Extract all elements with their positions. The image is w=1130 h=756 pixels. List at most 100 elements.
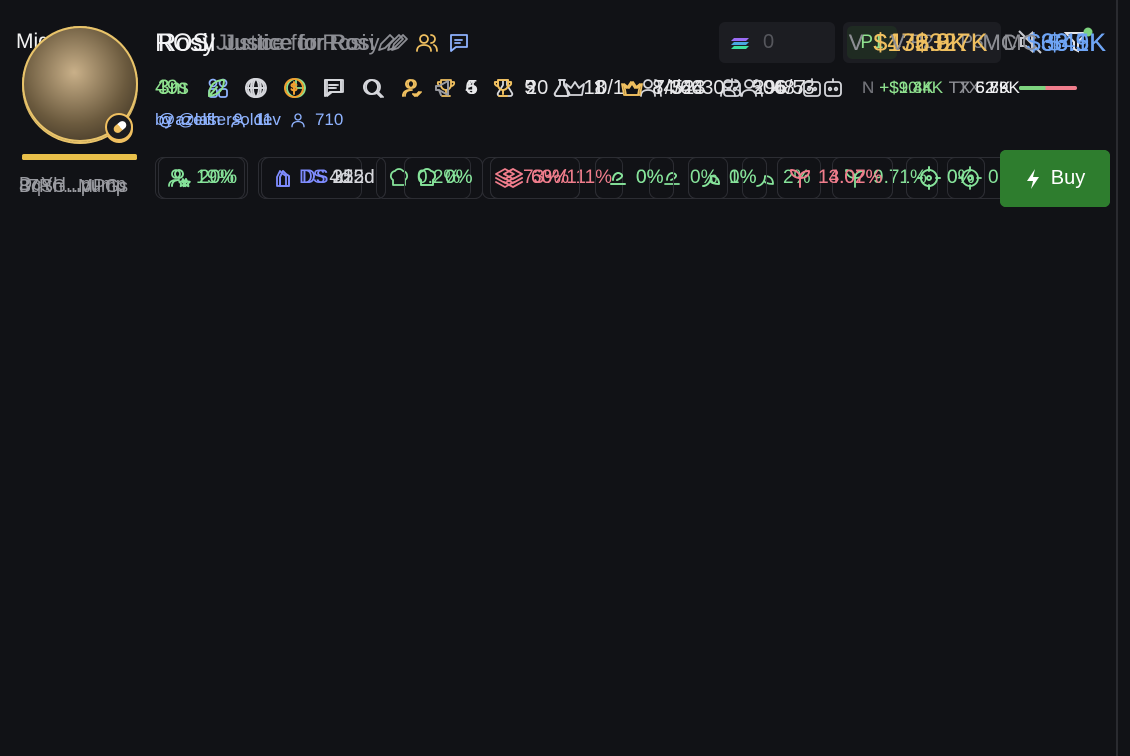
badge-value: 1%: [729, 167, 757, 188]
token-age: 3m: [158, 76, 188, 99]
ds-label: DS: [299, 167, 326, 188]
person-icon: [230, 113, 245, 128]
stat-trophy: 5: [466, 76, 478, 99]
sol-input[interactable]: 0: [719, 22, 835, 63]
filter-button[interactable]: [1063, 26, 1095, 56]
stat-crown: 84/6630: [652, 76, 725, 99]
badge-value: 355d: [332, 167, 375, 188]
stat-trophy: 5: [524, 76, 536, 99]
buy-label: Buy: [1050, 167, 1086, 189]
creator-followers: 11: [254, 110, 273, 129]
stat-flask: 20: [525, 76, 549, 99]
stat-people: 506: [751, 76, 786, 99]
preset-tab[interactable]: P3: [960, 31, 984, 53]
badge-value: 0.2%: [417, 167, 461, 188]
badge-value: 222d: [332, 167, 375, 188]
badge-target: 0%: [906, 157, 986, 199]
token-ticker[interactable]: ROSI: [155, 28, 217, 57]
chef-icon: [279, 170, 290, 187]
preset-tab[interactable]: P2: [910, 31, 934, 53]
token-address[interactable]: 87RG...pump: [19, 176, 127, 196]
bot-icon: [803, 78, 822, 97]
tx-value: 6.7K: [975, 78, 1011, 97]
creator-line: by @lasersoldev 710: [155, 108, 343, 132]
stat-flask: 18: [583, 76, 606, 99]
badge-value: 9.71%: [873, 167, 927, 188]
ds-label: DS: [302, 167, 329, 188]
tx-label: TX: [958, 78, 980, 97]
stat-megaphone: 4: [465, 76, 477, 99]
token-name: Justice for Rosy: [222, 30, 380, 55]
sol-icon: [731, 37, 749, 49]
plant-icon: [790, 169, 810, 188]
sprout-icon: [702, 175, 720, 187]
badge-value: 0%: [636, 167, 664, 188]
creator-followers: 11: [254, 110, 273, 129]
tx-ratio-bar: [1019, 86, 1068, 90]
star-icon: [171, 169, 191, 188]
volume-label: V: [890, 30, 906, 55]
badge-value: 63%: [531, 167, 570, 188]
bolt-icon: [1026, 168, 1039, 189]
badge-value: 0%: [636, 167, 664, 188]
leaf-icon: [208, 79, 226, 97]
token-address[interactable]: DcYH...pump: [19, 174, 127, 194]
token-address[interactable]: BqSn...MPGs: [19, 176, 129, 196]
preset-tab[interactable]: P1: [847, 26, 897, 59]
volume-value: $176.9K: [873, 28, 967, 57]
badge-value: 60%: [531, 167, 570, 188]
megaphone-icon: [435, 80, 450, 96]
badge-value: 0%: [445, 167, 473, 188]
badge-value: 13.07%: [818, 167, 883, 188]
badge-value: 0%: [947, 167, 975, 188]
pencil-icon: [391, 34, 409, 51]
creator-handle[interactable]: by @lasersoldev: [155, 110, 281, 129]
badge-ds: DS 355d: [261, 157, 386, 199]
net-value: +$10.4K: [879, 78, 944, 97]
creator-handle[interactable]: @azelfh: [158, 110, 221, 129]
net-label: N: [862, 78, 875, 97]
crown-icon: [565, 81, 586, 96]
token-ticker[interactable]: Rosy: [158, 28, 215, 57]
stat-trophy: 9: [524, 76, 536, 99]
chat-icon: [449, 34, 468, 52]
bot-icon: [823, 78, 842, 97]
tx-label: TX: [948, 78, 971, 97]
badge-value: 14.02%: [818, 167, 883, 188]
crown-icon: [621, 81, 642, 96]
price-line: V $432.8K MC $36.9K: [849, 28, 1106, 58]
tx-value: 2.9K: [984, 78, 1020, 97]
buy-button[interactable]: Buy: [1000, 150, 1110, 207]
mcap-label: MC: [982, 30, 1017, 55]
badge-fresh: 13.07%: [777, 157, 894, 199]
mcap-value: $63.5K: [1026, 28, 1106, 57]
badge-value: 20%: [199, 167, 238, 188]
tx-label: TX: [948, 78, 971, 97]
hat-icon: [390, 168, 408, 186]
stat-crown: 0/1: [596, 76, 625, 99]
progress-bar: [22, 156, 137, 160]
chat-icon: [324, 79, 343, 97]
token-ticker[interactable]: Rosi: [158, 28, 209, 57]
creator-handle[interactable]: @azelfh: [158, 110, 221, 129]
plant-icon: [845, 169, 865, 188]
token-age: 49s: [155, 76, 189, 99]
net-label: N: [862, 78, 875, 97]
mute-button[interactable]: [1016, 28, 1044, 56]
coin-icon: [284, 78, 305, 98]
search-icon: [363, 79, 383, 98]
mcap-label: MC: [982, 30, 1017, 55]
badge-insiders: 0%: [595, 157, 675, 199]
people-icon: [640, 79, 662, 97]
badge-dev: 0%: [404, 157, 484, 199]
badge-value: 19%: [196, 167, 235, 188]
person-icon: [291, 113, 305, 128]
net-value: +$9.4K: [879, 78, 934, 97]
badge-value: 0: [988, 167, 999, 188]
badge-top10: 20%: [158, 157, 249, 199]
name-line: Rosy Justice for Rosy: [158, 28, 411, 58]
name-line: ROSI Justice for Rosi: [155, 28, 471, 58]
volume-value: $432.8K: [873, 28, 967, 57]
price-line: V $176.9K MC $63.5K: [849, 28, 1106, 58]
